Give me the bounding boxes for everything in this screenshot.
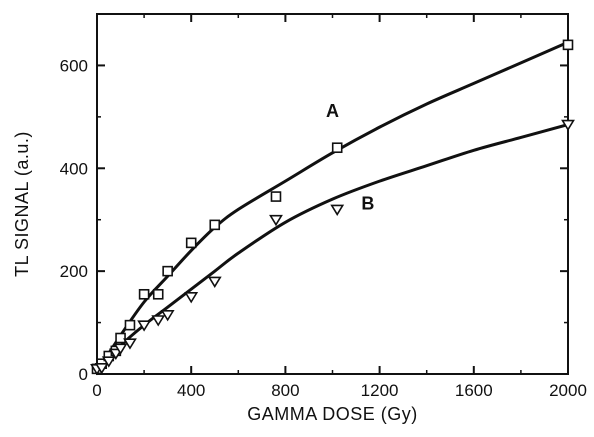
data-point-b <box>561 119 575 132</box>
data-point-b <box>184 292 199 304</box>
x-tick-label: 1600 <box>455 381 493 400</box>
x-tick-label: 400 <box>177 381 205 400</box>
fit-curve-a <box>95 40 569 373</box>
data-point-b <box>151 315 166 327</box>
data-point-b <box>123 338 137 350</box>
curve-label-b: B <box>361 193 374 213</box>
x-tick-label: 0 <box>92 381 101 400</box>
data-point-a <box>331 142 343 154</box>
fit-curve-b <box>95 123 569 374</box>
data-point-a <box>115 332 126 344</box>
data-point-a <box>270 191 282 202</box>
y-axis-ticks: 0 200 400 600 <box>60 56 568 384</box>
y-axis-label: TL SIGNAL (a.u.) <box>12 131 32 277</box>
data-point-b <box>330 204 345 216</box>
data-point-a <box>185 237 197 249</box>
y-tick-label: 400 <box>60 159 88 178</box>
x-tick-label: 800 <box>271 381 299 400</box>
data-point-a <box>152 288 164 300</box>
x-axis-ticks: 0 400 800 1200 1600 2000 <box>92 14 587 400</box>
y-tick-label: 600 <box>60 56 88 75</box>
curve-annotations: AB <box>326 101 374 214</box>
data-point-b <box>108 348 123 360</box>
data-point-b <box>113 343 128 355</box>
data-point-b <box>269 214 283 227</box>
data-point-a <box>562 39 574 51</box>
data-point-a <box>138 288 150 300</box>
x-tick-label: 2000 <box>549 381 587 400</box>
curve-label-a: A <box>326 101 339 121</box>
data-point-b <box>207 276 222 288</box>
data-point-a <box>209 219 221 231</box>
data-point-b <box>101 356 116 368</box>
data-point-b <box>94 363 109 375</box>
y-tick-label: 0 <box>79 365 88 384</box>
x-tick-label: 1200 <box>361 381 399 400</box>
data-markers <box>90 39 575 376</box>
y-tick-label: 200 <box>60 262 88 281</box>
data-point-b <box>160 310 175 322</box>
data-point-b <box>137 320 152 332</box>
data-point-a <box>162 265 173 277</box>
data-point-a <box>124 319 136 331</box>
x-axis-label: GAMMA DOSE (Gy) <box>247 404 418 424</box>
